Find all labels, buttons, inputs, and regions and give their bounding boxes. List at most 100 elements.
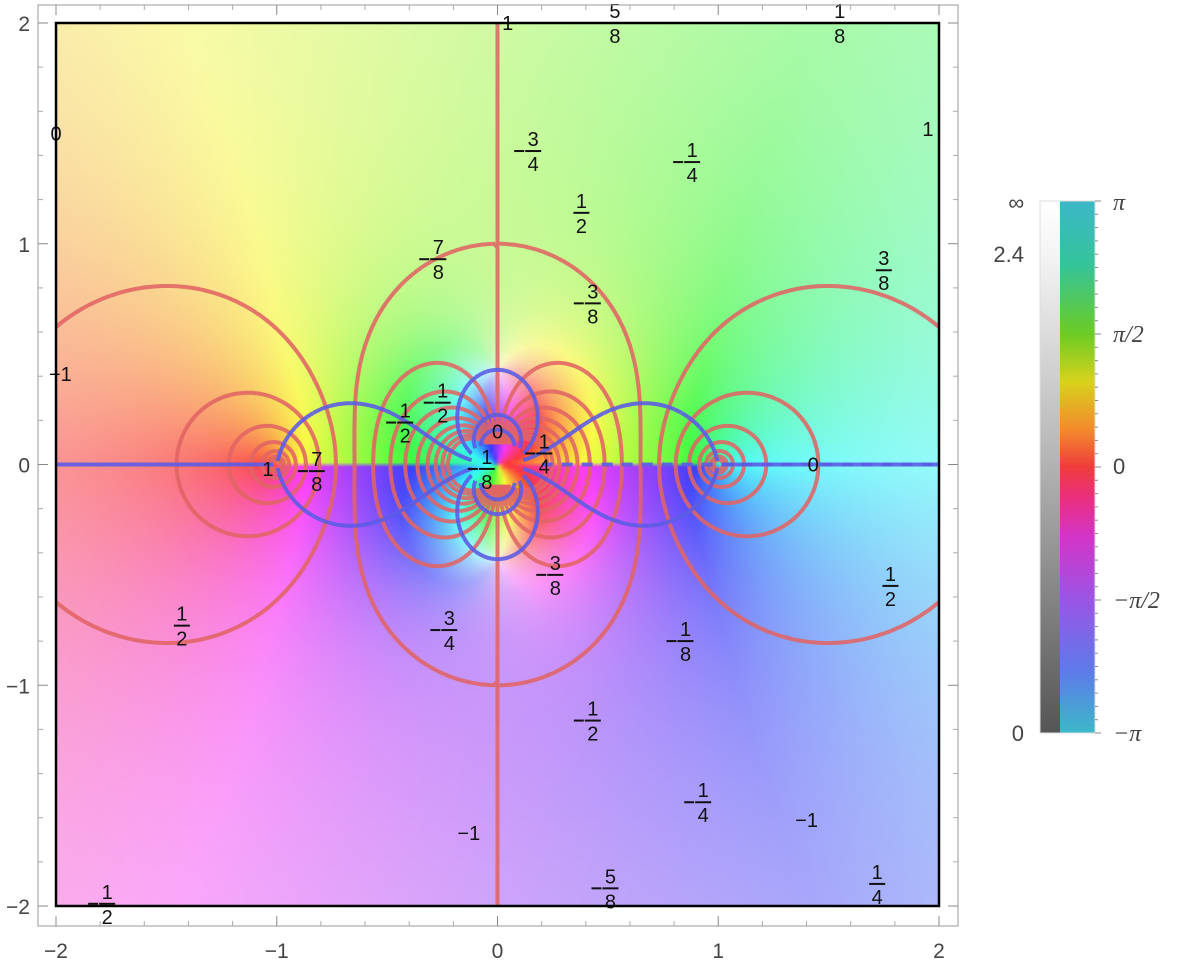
svg-text:1: 1 bbox=[262, 459, 273, 481]
svg-text:4: 4 bbox=[872, 887, 883, 909]
contour-label: 14 bbox=[684, 780, 712, 827]
colorbar-modulus-label-top: ∞ bbox=[1008, 190, 1024, 215]
svg-text:8: 8 bbox=[605, 891, 616, 913]
svg-text:8: 8 bbox=[311, 474, 322, 496]
svg-text:−1: −1 bbox=[457, 823, 480, 845]
y-tick-label: −2 bbox=[6, 896, 30, 919]
colorbar-argument-label-neg-half-pi: −π/2 bbox=[1113, 588, 1160, 614]
svg-text:8: 8 bbox=[834, 26, 845, 48]
contour-label: −1 bbox=[457, 823, 480, 845]
contour-label: 1 bbox=[922, 119, 933, 141]
colorbar-argument-label-neg-pi: −π bbox=[1113, 721, 1142, 747]
plot-frame bbox=[54, 21, 941, 908]
colorbar-argument-label-zero: 0 bbox=[1113, 454, 1125, 479]
svg-text:8: 8 bbox=[433, 262, 444, 284]
svg-text:2: 2 bbox=[400, 426, 411, 448]
colorbar-ticks bbox=[1095, 200, 1101, 734]
dashed-contour-line bbox=[275, 412, 720, 528]
svg-text:1: 1 bbox=[687, 140, 698, 162]
svg-text:4: 4 bbox=[528, 154, 539, 176]
solid-contour-line bbox=[174, 389, 607, 540]
svg-text:4: 4 bbox=[687, 165, 698, 187]
svg-text:2: 2 bbox=[885, 589, 896, 611]
contour-label: 34 bbox=[430, 608, 458, 655]
svg-text:1: 1 bbox=[539, 431, 550, 453]
contour-label: 58 bbox=[591, 866, 619, 913]
svg-text:1: 1 bbox=[176, 604, 187, 626]
contour-label: 78 bbox=[419, 237, 447, 284]
svg-text:8: 8 bbox=[609, 26, 620, 48]
colorbar-argument-label-pi: π bbox=[1113, 190, 1126, 216]
svg-text:2: 2 bbox=[437, 406, 448, 428]
contour-label: 12 bbox=[386, 401, 414, 448]
y-tick-label: 0 bbox=[18, 455, 30, 478]
svg-text:5: 5 bbox=[605, 866, 616, 888]
contour-label: 12 bbox=[173, 604, 190, 651]
svg-text:8: 8 bbox=[680, 644, 691, 666]
contour-label: 1 bbox=[262, 459, 273, 481]
contour-label: 18 bbox=[666, 619, 694, 666]
svg-text:3: 3 bbox=[528, 129, 539, 151]
y-tick-label: −1 bbox=[6, 675, 30, 698]
dashed-contour-line bbox=[478, 427, 517, 447]
svg-text:1: 1 bbox=[834, 1, 845, 23]
svg-text:−1: −1 bbox=[795, 810, 818, 832]
x-tick-label: −1 bbox=[265, 940, 289, 963]
svg-text:8: 8 bbox=[878, 273, 889, 295]
colorbar-modulus-label-bottom: 0 bbox=[1012, 721, 1024, 746]
solid-contour-line bbox=[403, 405, 769, 524]
svg-text:1: 1 bbox=[680, 619, 691, 641]
svg-text:1: 1 bbox=[698, 780, 709, 802]
svg-text:7: 7 bbox=[311, 449, 322, 471]
svg-text:4: 4 bbox=[444, 633, 455, 655]
y-tick-label: 2 bbox=[18, 13, 30, 36]
svg-text:3: 3 bbox=[550, 553, 561, 575]
svg-text:2: 2 bbox=[102, 907, 113, 929]
contour-label: 78 bbox=[297, 449, 325, 496]
svg-text:1: 1 bbox=[587, 699, 598, 721]
contour-label: 12 bbox=[88, 882, 116, 929]
colorbar-argument-strip bbox=[1060, 201, 1095, 733]
contour-label: 34 bbox=[514, 129, 542, 176]
x-tick-label: 0 bbox=[492, 940, 504, 963]
svg-text:1: 1 bbox=[872, 862, 883, 884]
contour-label: 0 bbox=[492, 421, 503, 443]
svg-text:1: 1 bbox=[400, 401, 411, 423]
svg-text:3: 3 bbox=[444, 608, 455, 630]
y-tick-label: 1 bbox=[18, 234, 30, 257]
dashed-contour-group bbox=[56, 367, 939, 562]
svg-text:1: 1 bbox=[437, 381, 448, 403]
contour-label: 18 bbox=[467, 447, 495, 494]
contour-label: 38 bbox=[536, 553, 564, 600]
svg-text:4: 4 bbox=[539, 456, 550, 478]
colorbar-modulus-label-mid: 2.4 bbox=[993, 242, 1024, 267]
contour-label: 38 bbox=[573, 281, 601, 328]
svg-text:5: 5 bbox=[609, 1, 620, 23]
svg-text:2: 2 bbox=[587, 724, 598, 746]
x-tick-label: 2 bbox=[933, 940, 945, 963]
svg-text:1: 1 bbox=[922, 119, 933, 141]
svg-text:4: 4 bbox=[698, 805, 709, 827]
contour-label: 14 bbox=[525, 431, 553, 478]
colorbar: ∞ 2.4 0 π π/2 0 −π/2 −π bbox=[993, 190, 1159, 747]
contour-label: −1 bbox=[49, 364, 72, 386]
svg-text:3: 3 bbox=[878, 248, 889, 270]
svg-text:0: 0 bbox=[492, 421, 503, 443]
contour-label: 14 bbox=[673, 140, 701, 187]
svg-text:8: 8 bbox=[587, 306, 598, 328]
svg-text:1: 1 bbox=[102, 882, 113, 904]
x-tick-label: −2 bbox=[44, 940, 68, 963]
svg-text:−1: −1 bbox=[49, 364, 72, 386]
contour-label: 12 bbox=[423, 381, 451, 428]
colorbar-modulus-strip bbox=[1040, 201, 1060, 733]
contour-label: 12 bbox=[573, 191, 590, 238]
svg-text:8: 8 bbox=[550, 578, 561, 600]
svg-text:1: 1 bbox=[481, 447, 492, 469]
svg-text:3: 3 bbox=[587, 281, 598, 303]
colorbar-argument-label-half-pi: π/2 bbox=[1113, 322, 1144, 348]
svg-text:1: 1 bbox=[576, 191, 587, 213]
